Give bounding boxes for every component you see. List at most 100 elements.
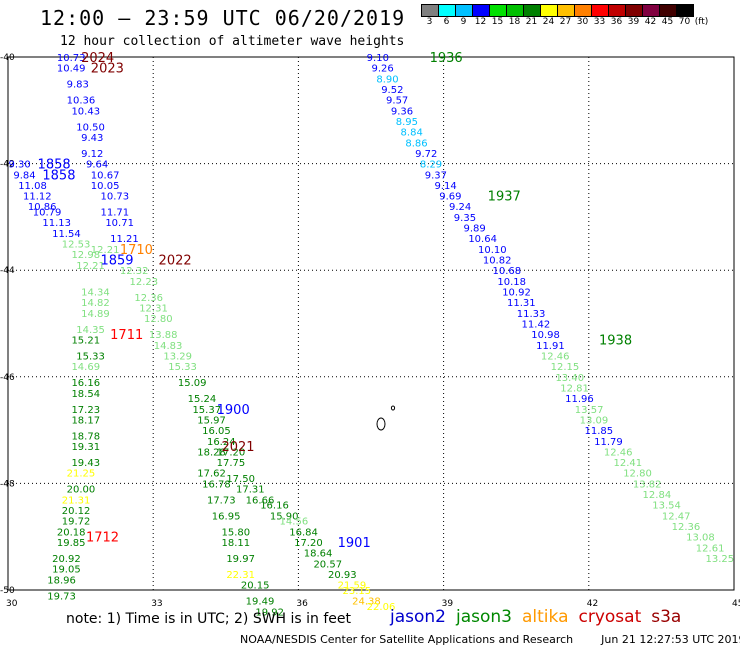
wave-height-value: 11.85 <box>584 426 613 437</box>
wave-height-value: 12.36 <box>134 293 163 304</box>
color-scale-swatch <box>676 4 694 17</box>
color-scale-label: 18 <box>508 17 521 27</box>
pass-time-label: 1859 <box>100 254 133 269</box>
wave-height-value: 16.16 <box>71 378 100 389</box>
pass-time-label: 1711 <box>110 328 143 343</box>
wave-height-value: 11.08 <box>18 181 47 192</box>
wave-height-value: 19.05 <box>52 565 81 576</box>
wave-height-value: 15.80 <box>221 527 250 538</box>
pass-time-label: 1938 <box>599 333 632 348</box>
wave-height-value: 8.86 <box>405 138 427 149</box>
wave-height-value: 18.78 <box>71 431 100 442</box>
wave-height-value: 10.10 <box>478 245 507 256</box>
wave-height-value: 16.95 <box>212 511 241 522</box>
wave-height-value: 17.31 <box>236 485 265 496</box>
wave-height-value: 9.26 <box>372 64 394 75</box>
pass-time-label: 1901 <box>338 536 371 551</box>
wave-height-value: 10.43 <box>71 106 100 117</box>
wave-height-value: 11.13 <box>42 218 71 229</box>
wave-height-value: 13.29 <box>163 351 192 362</box>
lat-tick-label: -42 <box>0 160 15 170</box>
wave-height-value: 10.71 <box>105 218 134 229</box>
wave-height-value: 12.84 <box>643 490 672 501</box>
wave-height-value: 9.43 <box>81 133 103 144</box>
wave-height-value: 18.11 <box>221 538 250 549</box>
wave-height-value: 12.32 <box>120 266 149 277</box>
wave-height-value: 12.31 <box>139 304 168 315</box>
wave-height-value: 17.62 <box>197 469 226 480</box>
footer: NOAA/NESDIS Center for Satellite Applica… <box>240 633 740 646</box>
lat-tick-label: -46 <box>0 373 15 383</box>
wave-height-value: 11.21 <box>110 234 139 245</box>
wave-height-value: 9.37 <box>425 170 447 181</box>
wave-height-value: 22.06 <box>367 602 396 613</box>
pass-time-label: 1710 <box>120 243 153 258</box>
lon-tick-label: 39 <box>442 599 454 609</box>
wave-height-value: 16.05 <box>202 426 231 437</box>
legend-s3a: s3a <box>651 607 682 627</box>
wave-height-value: 14.34 <box>81 288 110 299</box>
pass-time-label: 1937 <box>488 190 521 205</box>
wave-height-value: 15.90 <box>270 511 299 522</box>
island-outline <box>390 405 396 411</box>
pass-time-label: 1858 <box>42 168 75 183</box>
color-scale-label: 6 <box>443 17 450 27</box>
wave-height-value: 19.31 <box>71 442 100 453</box>
wave-height-value: 10.98 <box>531 330 560 341</box>
wave-height-value: 11.12 <box>23 192 52 203</box>
legend-altika: altika <box>522 607 569 627</box>
wave-height-value: 10.18 <box>497 277 526 288</box>
wave-height-value: 8.29 <box>420 160 442 171</box>
wave-height-value: 9.30 <box>9 160 31 171</box>
wave-height-color-scale: 3 6 9 12 15 18 21 24 27 30 33 36 39 42 45 70 (ft) <box>421 4 710 27</box>
map-frame <box>7 56 735 591</box>
satellite-legend: jason2 jason3 altika cryosat s3a <box>390 607 691 627</box>
wave-height-value: 11.96 <box>565 394 594 405</box>
wave-height-value: 9.57 <box>386 96 408 107</box>
wave-height-value: 12.41 <box>614 458 643 469</box>
lon-tick-label: 30 <box>6 599 18 609</box>
wave-height-value: 10.73 <box>57 53 86 64</box>
wave-height-value: 19.49 <box>246 597 275 608</box>
wave-height-value: 15.97 <box>197 415 226 426</box>
wave-height-value: 10.67 <box>91 170 120 181</box>
map-title: 12:00 – 23:59 UTC 06/20/2019 <box>40 6 406 30</box>
legend-jason3: jason3 <box>456 607 512 627</box>
legend-jason2: jason2 <box>390 607 446 627</box>
wave-height-value: 9.52 <box>381 85 403 96</box>
wave-height-value: 18.54 <box>71 389 100 400</box>
wave-height-value: 17.73 <box>207 495 236 506</box>
wave-height-value: 11.54 <box>52 229 81 240</box>
wave-height-value: 13.08 <box>686 533 715 544</box>
wave-height-value: 12.80 <box>623 469 652 480</box>
wave-height-value: 20.57 <box>313 559 342 570</box>
wave-height-value: 11.71 <box>100 208 129 219</box>
wave-height-value: 12.21 <box>76 261 105 272</box>
wave-height-value: 15.24 <box>188 394 217 405</box>
wave-height-value: 11.31 <box>507 298 536 309</box>
wave-height-value: 12.36 <box>672 522 701 533</box>
wave-height-value: 12.80 <box>144 314 173 325</box>
wave-height-value: 14.69 <box>71 362 100 373</box>
color-scale-label: 36 <box>610 17 623 27</box>
wave-height-value: 10.68 <box>493 266 522 277</box>
wave-height-value: 9.72 <box>415 149 437 160</box>
wave-height-value: 19.72 <box>62 517 91 528</box>
wave-height-value: 9.35 <box>454 213 476 224</box>
wave-height-value: 10.82 <box>483 256 512 267</box>
wave-height-value: 10.86 <box>28 202 57 213</box>
legend-cryosat: cryosat <box>578 607 642 627</box>
wave-height-value: 12.21 <box>91 245 120 256</box>
color-scale-swatches <box>421 4 710 17</box>
color-scale-labels: 3 6 9 12 15 18 21 24 27 30 33 36 39 42 45 70 (ft) <box>421 17 710 27</box>
color-scale-label: 15 <box>491 17 504 27</box>
wave-height-value: 9.14 <box>434 181 456 192</box>
wave-height-value: 10.36 <box>67 96 96 107</box>
wave-height-value: 21.59 <box>338 581 367 592</box>
wave-height-value: 17.20 <box>217 447 246 458</box>
pass-time-label: 1936 <box>430 51 463 66</box>
wave-height-value: 13.25 <box>705 554 734 565</box>
wave-height-value: 10.73 <box>100 192 129 203</box>
island-outline <box>376 417 386 431</box>
pass-time-label: 1900 <box>217 403 250 418</box>
